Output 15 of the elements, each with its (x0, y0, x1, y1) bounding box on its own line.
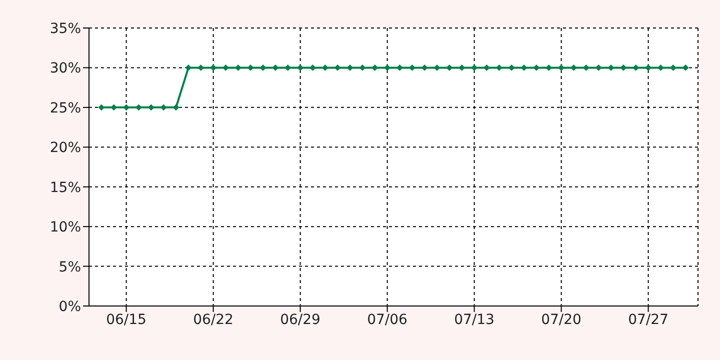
y-tick-label: 0% (58, 298, 81, 315)
x-tick-label: 06/15 (106, 312, 146, 328)
y-tick-label: 30% (50, 60, 81, 77)
y-tick-label: 35% (50, 20, 81, 37)
x-tick-label: 06/29 (280, 312, 320, 328)
y-tick-label: 20% (50, 140, 81, 156)
y-tick-label: 10% (50, 220, 81, 236)
x-tick-label: 07/20 (541, 312, 582, 328)
x-tick-label: 07/27 (628, 312, 668, 328)
x-tick-label: 06/22 (193, 312, 234, 328)
y-tick-label: 15% (50, 180, 81, 196)
x-tick-label: 07/13 (454, 312, 494, 328)
y-tick-label: 25% (50, 100, 81, 116)
y-tick-label: 5% (58, 259, 81, 276)
x-tick-label: 07/06 (367, 312, 408, 328)
